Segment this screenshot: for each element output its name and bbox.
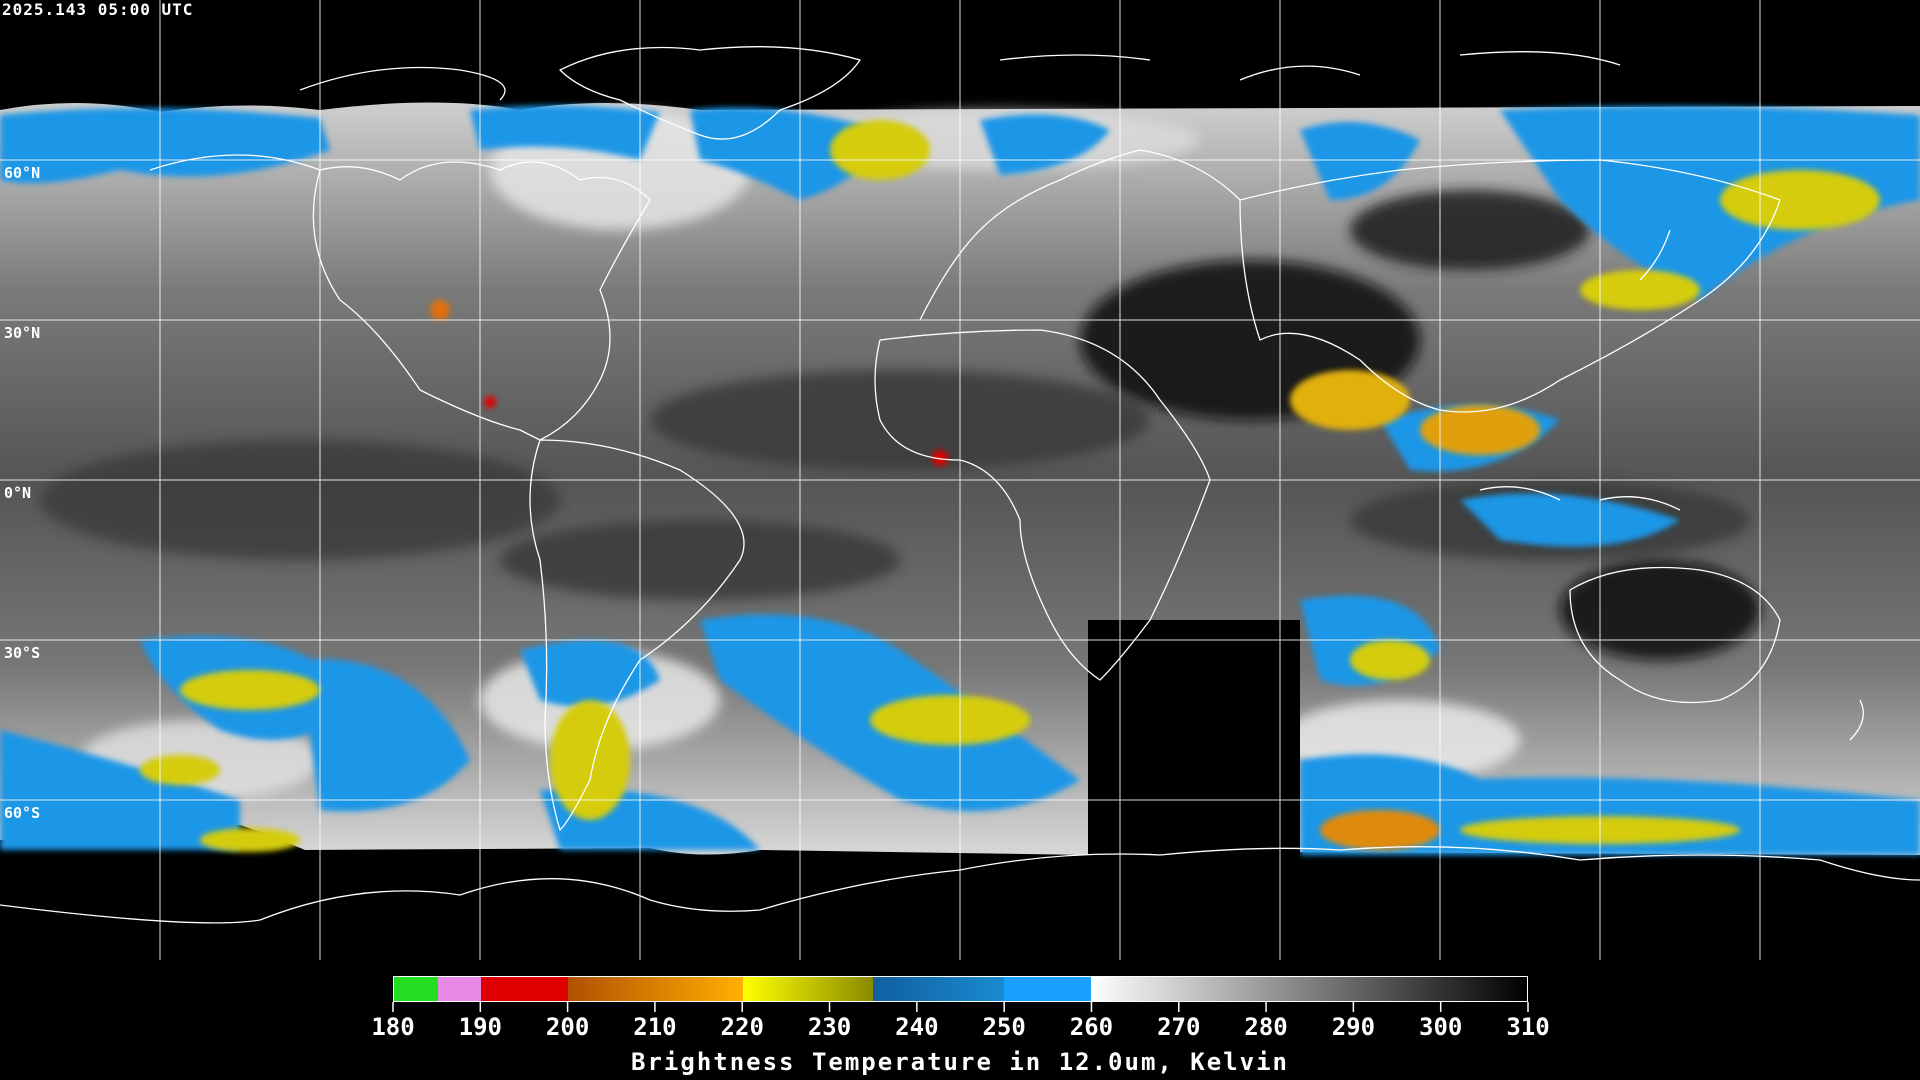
colorbar-segment — [1091, 977, 1527, 1001]
lat-label-30n: 30°N — [4, 324, 41, 342]
colorbar-segment — [873, 977, 1005, 1001]
colorbar-tick-label: 220 — [720, 1013, 764, 1041]
colorbar-tick-label: 200 — [545, 1013, 590, 1041]
satellite-map — [0, 0, 1920, 960]
colorbar-tick-label: 240 — [895, 1013, 939, 1041]
dry-regions — [40, 190, 1760, 660]
colorbar — [393, 976, 1528, 1002]
colorbar-tick-label: 280 — [1244, 1013, 1288, 1041]
colorbar-tick-label: 260 — [1069, 1013, 1114, 1041]
colorbar-tick-label: 250 — [982, 1013, 1026, 1041]
colorbar-segment — [394, 977, 438, 1001]
colorbar-tick-label: 190 — [458, 1013, 502, 1041]
colorbar-tick-label: 310 — [1506, 1013, 1550, 1041]
cold-cloud-yellow — [140, 120, 1880, 852]
lat-label-60s: 60°S — [4, 804, 41, 822]
colorbar-ticks — [392, 1002, 1529, 1012]
colorbar-segment — [437, 977, 482, 1001]
lat-label-0n: 0°N — [4, 484, 32, 502]
colorbar-tick-label: 180 — [371, 1013, 415, 1041]
colorbar-segment — [481, 977, 569, 1001]
colorbar-tick-label: 290 — [1331, 1013, 1376, 1041]
colorbar-title: Brightness Temperature in 12.0um, Kelvin — [631, 1048, 1289, 1076]
colorbar-tick-label: 230 — [807, 1013, 852, 1041]
colorbar-segment — [1004, 977, 1092, 1001]
colorbar-segment — [742, 977, 874, 1001]
colorbar-tick-label: 300 — [1419, 1013, 1463, 1041]
colorbar-tick-label: 270 — [1157, 1013, 1201, 1041]
graticule — [0, 0, 1920, 960]
lat-label-60n: 60°N — [4, 164, 41, 182]
data-gap — [1088, 620, 1300, 860]
timestamp-label: 2025.143 05:00 UTC — [2, 0, 194, 19]
lat-label-30s: 30°S — [4, 644, 41, 662]
colorbar-segment — [568, 977, 743, 1001]
colorbar-tick-label: 210 — [633, 1013, 677, 1041]
